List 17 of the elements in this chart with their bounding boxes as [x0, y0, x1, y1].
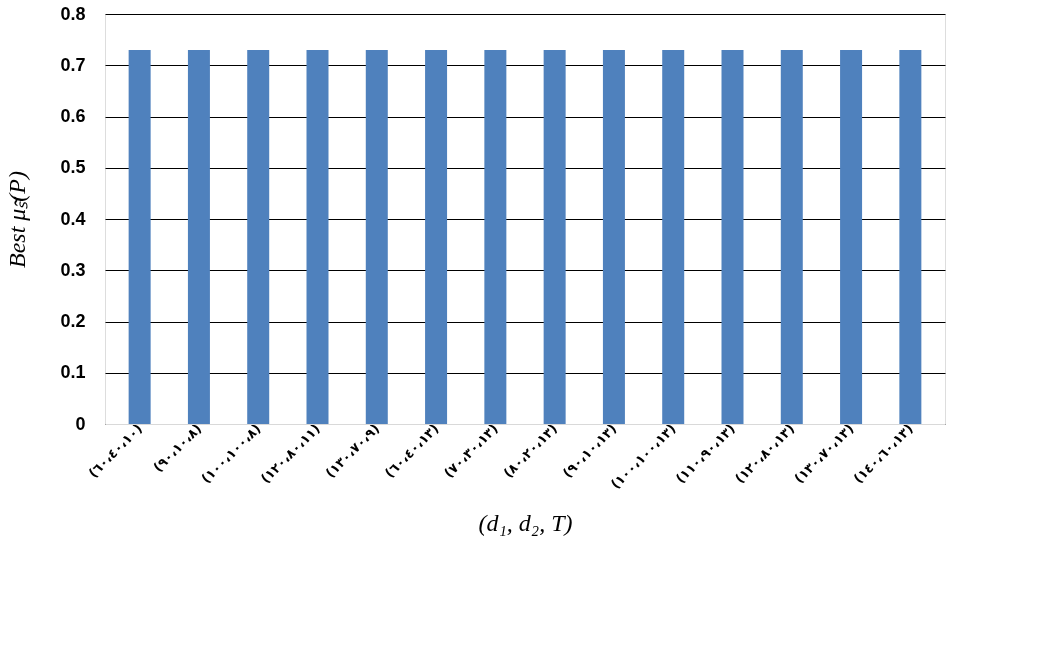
y-tick-label: 0.5	[60, 157, 86, 178]
x-axis-title: (d₁, d₂, T)	[478, 509, 573, 536]
x-tick-label: (٦٠،٤٠،١٣)	[381, 420, 442, 481]
y-tick-label: 0.3	[60, 259, 86, 280]
x-tick-label: (٨٠،٢٠،١٣)	[500, 420, 561, 481]
y-tick-label: 0.7	[60, 54, 86, 75]
y-axis-title: Best μₛ̃(P)	[4, 170, 31, 269]
x-tick-label: (٩٠،١٠،٨)	[150, 420, 205, 475]
x-tick-label: (٧٠،٣٠،١٣)	[441, 420, 501, 481]
x-tick-label: (٦٠،٤٠،١٠)	[85, 420, 146, 481]
y-tick-label: 0.8	[60, 3, 86, 24]
y-tick-label: 0.6	[60, 106, 86, 126]
y-tick-label: 0.4	[60, 208, 86, 229]
y-tick-label: 0	[75, 413, 86, 434]
y-tick-label: 0.2	[60, 311, 86, 331]
x-tick-label: (١٣٠،٧٠،٩)	[322, 420, 383, 481]
y-tick-label: 0.1	[60, 362, 86, 383]
